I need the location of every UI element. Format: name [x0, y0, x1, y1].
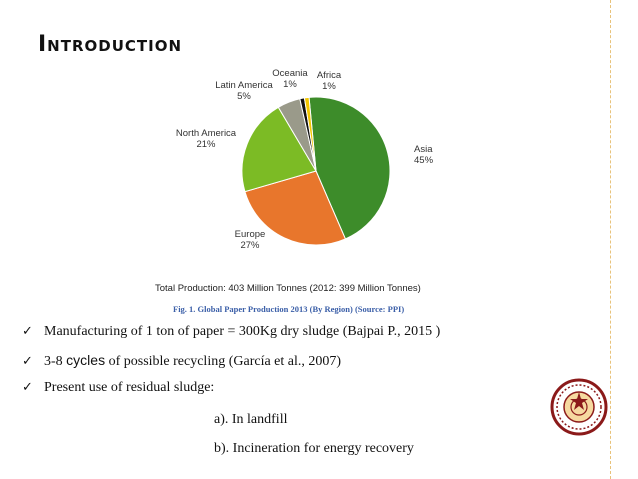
bullet-text-main: Manufacturing of 1 ton of paper = 300Kg …: [44, 324, 441, 339]
bullet-text: 3-8 cycles of possible recycling (García…: [44, 352, 341, 370]
pie-slice-asia: [308, 96, 391, 240]
slice-label: North America: [176, 128, 237, 139]
institute-logo: [550, 378, 608, 436]
bullet-item: ✓ Manufacturing of 1 ton of paper = 300K…: [22, 324, 542, 352]
checkmark-icon: ✓: [22, 324, 33, 339]
bullet-text: Manufacturing of 1 ton of paper = 300Kg …: [44, 324, 440, 340]
bullet-text-main: 3-8: [44, 354, 67, 369]
bullet-text: Present use of residual sludge:: [44, 380, 214, 396]
bullet-text-emphasis: cycles: [66, 352, 106, 368]
pie-slice-north-america: [241, 106, 317, 193]
bullet-list: ✓ Manufacturing of 1 ton of paper = 300K…: [22, 324, 542, 408]
bullet-item: ✓ Present use of residual sludge:: [22, 380, 542, 408]
pie-slice-africa: [303, 96, 317, 172]
right-border-rule: [610, 0, 611, 479]
chart-total-label: Total Production: 403 Million Tonnes (20…: [155, 283, 421, 294]
slide-title: Introduction: [38, 32, 183, 57]
slice-value-label: 1%: [283, 79, 297, 90]
slice-label: Oceania: [272, 68, 308, 79]
slice-value-label: 45%: [414, 155, 434, 166]
slice-label: Asia: [414, 144, 433, 155]
slice-label: Europe: [235, 229, 266, 240]
sub-item-incineration: b). Incineration for energy recovery: [214, 441, 414, 456]
slice-label: Latin America: [215, 80, 273, 91]
bullet-item: ✓ 3-8 cycles of possible recycling (Garc…: [22, 352, 542, 380]
bullet-text-rest: of possible recycling (García et al., 20…: [105, 354, 342, 369]
slice-value-label: 27%: [240, 240, 260, 251]
checkmark-icon: ✓: [22, 354, 33, 369]
figure-caption: Fig. 1. Global Paper Production 2013 (By…: [173, 304, 405, 314]
pie-slice-europe: [244, 170, 347, 246]
slice-value-label: 21%: [196, 139, 216, 150]
slice-value-label: 1%: [322, 81, 336, 92]
slice-label: Africa: [317, 70, 342, 81]
sub-item-landfill: a). In landfill: [214, 412, 288, 427]
slice-value-label: 5%: [237, 91, 251, 102]
bullet-text-main: Present use of residual sludge:: [44, 380, 215, 395]
checkmark-icon: ✓: [22, 380, 33, 395]
